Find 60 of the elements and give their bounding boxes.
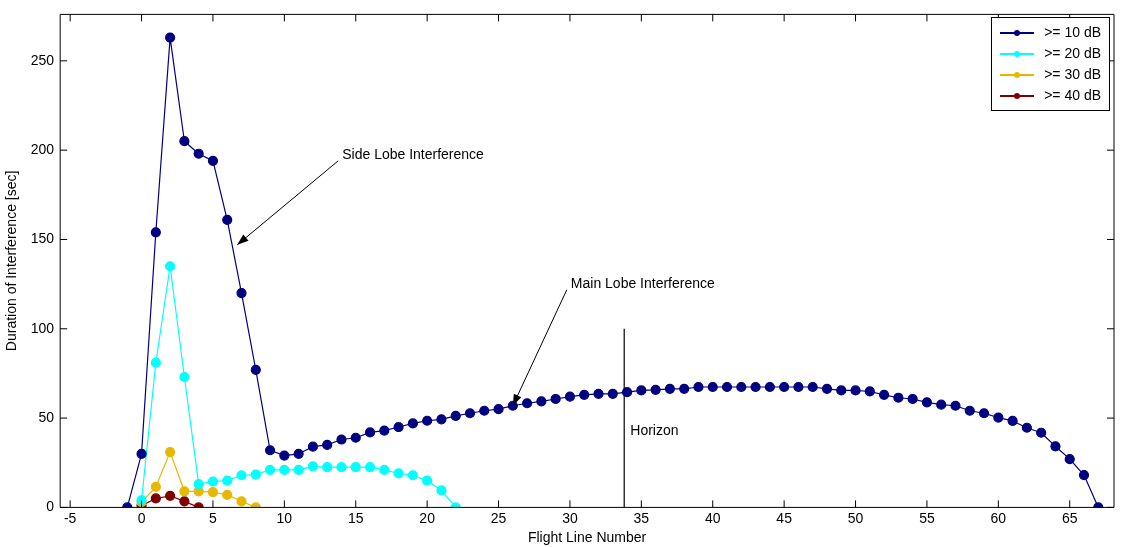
y-tick-label: 250 [30,51,55,68]
x-tick-label: 5 [209,509,218,526]
x-tick-label: 35 [633,509,650,526]
point [150,493,161,504]
point [193,479,204,490]
point [150,481,161,492]
point [436,485,447,496]
point [264,464,276,475]
point [179,371,190,383]
x-axis-title: Flight Line Number [527,529,647,546]
point [236,470,247,481]
x-tick-label: 65 [1061,509,1078,526]
point [179,496,190,507]
x-tick-label: 60 [990,509,1007,526]
annotation: Side Lobe Interference [342,145,485,162]
y-axis-title: Duration of Interference [sec] [3,170,20,352]
point [236,496,247,507]
annotation: Horizon [630,421,679,438]
x-tick-label: 10 [276,509,293,526]
point [250,469,261,480]
point [407,470,418,481]
x-tick-label: 20 [419,509,436,526]
point [422,475,433,486]
point [393,468,404,479]
point [293,464,304,475]
x-tick-label: 45 [776,509,793,526]
point [150,357,161,368]
point [222,475,233,486]
x-tick-label: 25 [490,509,507,526]
point [207,476,219,487]
y-tick-label: 200 [30,141,55,158]
point [379,464,390,475]
x-tick-label: 40 [704,509,721,526]
point [165,446,176,458]
legend-label: >= 10 dB [1044,23,1101,42]
annotation: Main Lobe Interference [570,274,716,291]
point [336,462,347,473]
point [364,462,376,473]
y-tick-label: 100 [30,319,55,336]
point [165,490,176,501]
y-tick-label: 150 [30,230,55,247]
point [207,487,219,498]
point [165,261,176,272]
x-tick-label: -5 [63,509,77,526]
point [179,486,190,497]
point [322,462,333,473]
x-tick-label: 55 [919,509,935,526]
y-tick-label: 50 [38,408,55,425]
x-tick-label: 15 [347,509,364,526]
point [350,462,361,473]
point [279,464,290,475]
x-tick-label: 0 [137,509,146,526]
point [307,461,319,472]
x-tick-label: 50 [847,509,864,526]
legend-label: >= 30 dB [1044,65,1101,84]
legend-label: >= 20 dB [1044,44,1101,63]
legend-label: >= 40 dB [1044,86,1101,105]
point [222,489,233,500]
y-tick-label: 0 [46,498,55,515]
x-tick-label: 30 [562,509,578,526]
